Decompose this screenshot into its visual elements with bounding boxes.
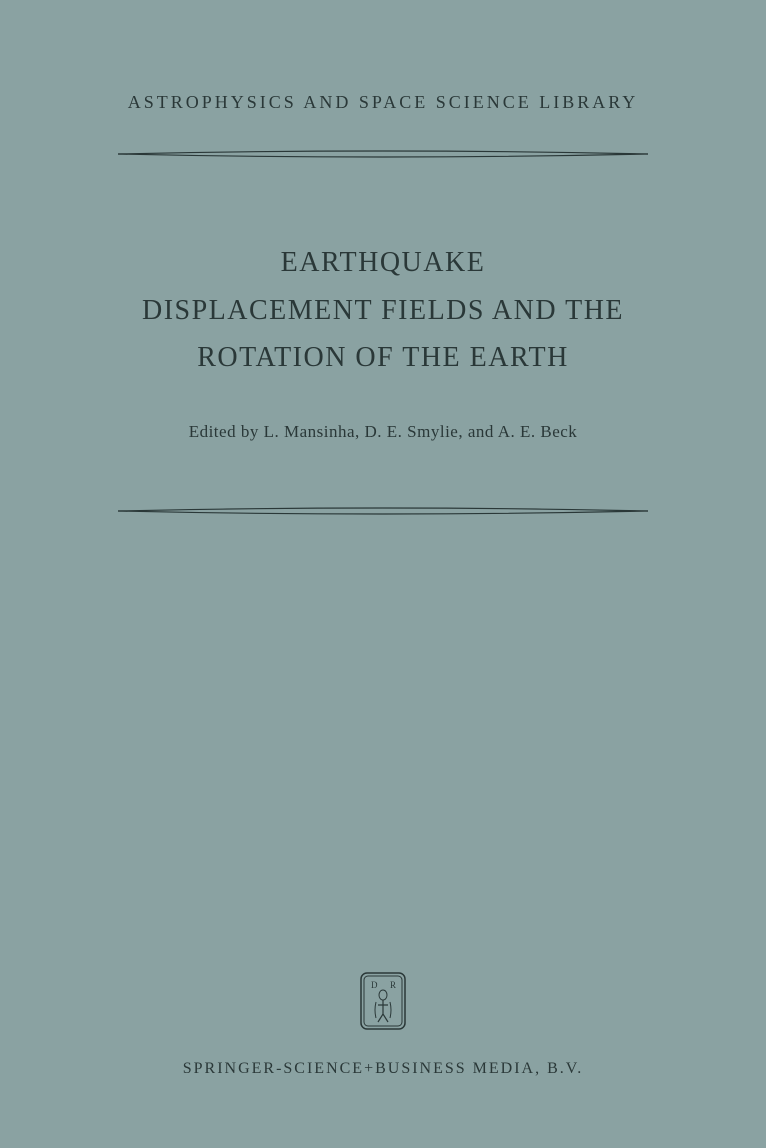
divider-top [118,149,648,159]
publisher-name: SPRINGER-SCIENCE+BUSINESS MEDIA, B.V. [183,1060,584,1078]
divider-bottom [118,506,648,516]
logo-initial-left: D [371,980,378,990]
logo-initial-right: R [390,980,396,990]
title-block: EARTHQUAKE DISPLACEMENT FIELDS AND THE R… [83,239,683,382]
bottom-block: D R SPRINGER-SCIENCE+BUSINESS MEDIA, B.V… [0,972,766,1078]
title-line-3: ROTATION OF THE EARTH [83,334,683,382]
title-line-2: DISPLACEMENT FIELDS AND THE [83,287,683,335]
publisher-logo-icon: D R [360,972,406,1030]
book-cover: ASTROPHYSICS AND SPACE SCIENCE LIBRARY E… [0,0,766,1148]
editors-line: Edited by L. Mansinha, D. E. Smylie, and… [189,422,578,442]
series-name: ASTROPHYSICS AND SPACE SCIENCE LIBRARY [128,92,638,113]
title-line-1: EARTHQUAKE [83,239,683,287]
